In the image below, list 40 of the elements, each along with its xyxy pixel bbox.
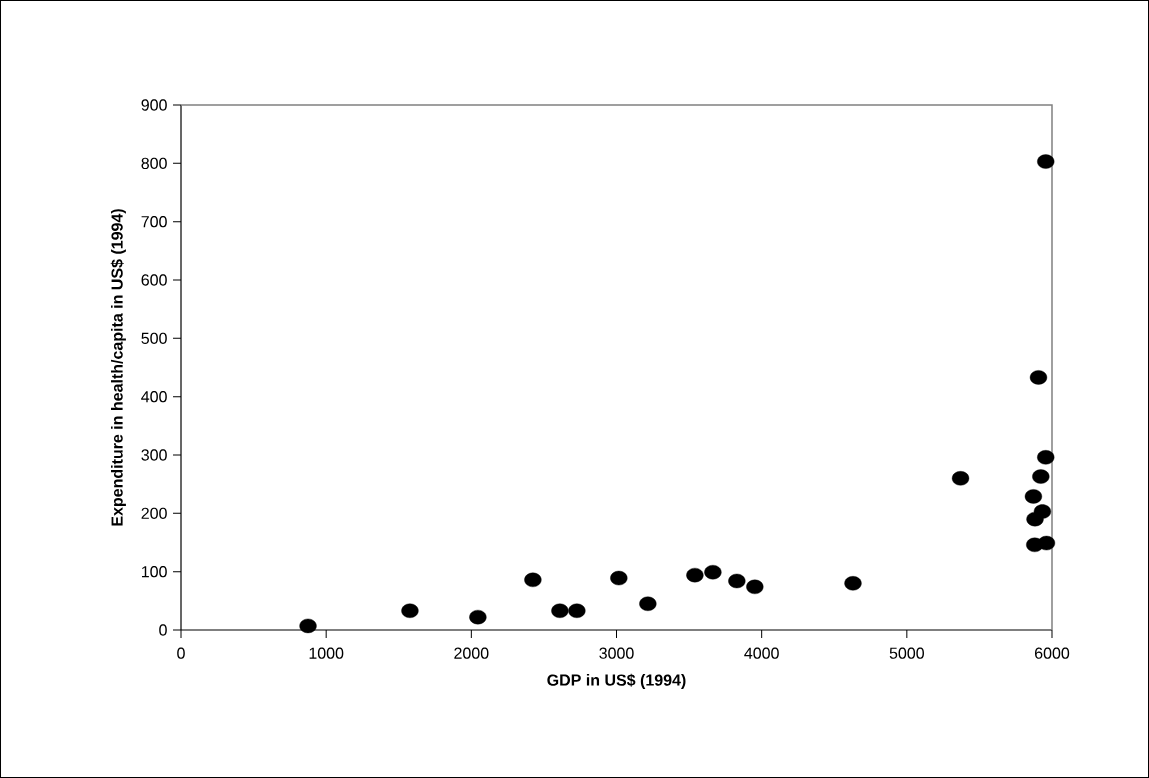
point	[728, 573, 746, 589]
y-tick-label: 200	[141, 507, 167, 519]
y-tick-label: 800	[141, 157, 167, 169]
point	[1032, 469, 1050, 484]
y-tick-label: 600	[141, 274, 167, 286]
x-tick-label: 5000	[889, 647, 924, 659]
point	[1029, 370, 1048, 385]
x-tick-label: 3000	[599, 647, 634, 659]
point	[551, 603, 569, 618]
point	[1037, 154, 1055, 169]
point	[568, 603, 586, 618]
y-tick-label: 100	[142, 566, 167, 578]
point	[610, 570, 628, 586]
x-tick-label: 2000	[454, 647, 489, 659]
y-tick-label: 500	[141, 332, 167, 344]
y-tick-label: 900	[141, 99, 167, 111]
point	[1037, 535, 1056, 551]
x-tick-label: 1000	[309, 647, 344, 659]
x-tick-label: 4000	[744, 647, 779, 659]
point	[639, 596, 657, 611]
point	[524, 572, 542, 588]
y-tick-label: 400	[141, 391, 167, 403]
point	[1026, 511, 1044, 527]
point	[401, 603, 419, 618]
point	[686, 567, 704, 583]
point	[469, 609, 487, 625]
y-tick-label: 0	[159, 624, 167, 636]
point	[746, 579, 764, 595]
x-axis-title: GDP in US$ (1994)	[547, 673, 686, 689]
point	[844, 576, 862, 591]
point	[951, 471, 970, 486]
y-tick-label: 300	[141, 449, 167, 461]
y-axis-title: Expenditure in health/capita in US$ (1994)	[110, 209, 126, 526]
point	[1024, 489, 1043, 504]
x-tick-label: 6000	[1035, 647, 1070, 659]
point	[1037, 450, 1055, 465]
y-tick-label: 700	[141, 216, 167, 228]
point	[299, 618, 317, 634]
x-tick-label: 0	[177, 647, 185, 659]
point	[704, 565, 722, 580]
